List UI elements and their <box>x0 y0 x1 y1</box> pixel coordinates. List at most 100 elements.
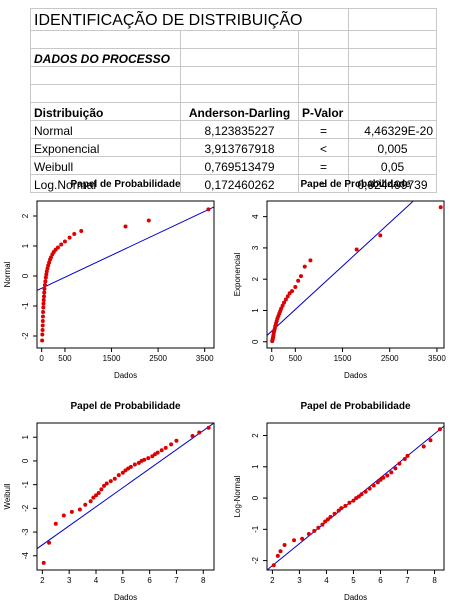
empty-cell[interactable] <box>180 30 299 49</box>
dist-cell[interactable]: Normal <box>30 120 181 139</box>
fit-line <box>267 201 415 336</box>
plot-frame <box>36 200 215 349</box>
empty-cell[interactable] <box>298 30 349 49</box>
data-point <box>142 457 147 462</box>
x-tick-label: 2 <box>270 576 275 585</box>
data-point <box>53 521 58 526</box>
x-tick-label: 1500 <box>334 354 352 363</box>
data-point <box>40 332 45 337</box>
empty-row <box>30 84 437 103</box>
x-tick-label: 6 <box>378 576 383 585</box>
data-point <box>332 511 337 516</box>
p-cell[interactable]: 4,46329E-20 <box>348 120 437 139</box>
fit-line <box>37 206 214 291</box>
data-point <box>402 456 407 461</box>
y-axis-label: Log-Normal <box>233 475 242 517</box>
empty-cell[interactable] <box>348 48 437 67</box>
ad-cell[interactable]: 8,123835227 <box>180 120 299 139</box>
data-point <box>437 427 442 432</box>
y-tick-label: -2 <box>21 504 30 512</box>
data-point <box>320 522 325 527</box>
plot-frame <box>36 422 215 571</box>
plot-title: Papel de Probabilidade <box>300 179 410 190</box>
y-tick-label: 2 <box>251 276 260 281</box>
y-tick-label: 4 <box>251 214 260 219</box>
y-tick-label: -3 <box>21 528 30 536</box>
empty-cell[interactable] <box>298 48 349 67</box>
y-tick-label: 3 <box>251 245 260 250</box>
x-axis-label: Dados <box>114 371 137 380</box>
ad-cell[interactable]: 3,913767918 <box>180 138 299 157</box>
data-point <box>40 323 45 328</box>
data-point <box>375 480 380 485</box>
header-anderson-darling[interactable]: Anderson-Darling <box>180 102 299 121</box>
empty-cell[interactable] <box>348 8 437 31</box>
ad-cell[interactable]: 0,172460262 <box>180 174 299 193</box>
data-point <box>336 508 341 513</box>
header-distribution[interactable]: Distribuição <box>30 102 181 121</box>
empty-cell[interactable] <box>180 84 299 103</box>
data-point <box>47 540 52 545</box>
data-point <box>292 538 297 543</box>
data-point <box>40 314 45 319</box>
header-p-valor[interactable]: P-Valor <box>298 102 349 121</box>
data-point <box>343 503 348 508</box>
x-axis-label: Dados <box>344 593 367 602</box>
data-point <box>99 487 104 492</box>
data-point <box>283 297 288 302</box>
y-axis-label: Exponencial <box>233 252 242 296</box>
data-point <box>41 310 46 314</box>
empty-cell[interactable] <box>348 84 437 103</box>
data-point <box>302 264 307 269</box>
empty-cell[interactable] <box>348 30 437 49</box>
data-point <box>42 290 47 295</box>
sheet-title[interactable]: IDENTIFICAÇÃO DE DISTRIBUIÇÃO <box>30 8 349 31</box>
op-cell[interactable]: < <box>298 138 349 157</box>
y-tick-label: -1 <box>21 302 30 310</box>
fit-line <box>37 423 214 550</box>
data-point <box>300 536 305 541</box>
data-point <box>41 298 46 302</box>
data-point <box>397 461 402 466</box>
empty-cell[interactable] <box>180 66 299 85</box>
empty-cell[interactable] <box>30 84 181 103</box>
probability-plot-2: Papel de Probabilidade 0 500 1500 2500 3500 0 1… <box>233 179 446 380</box>
data-point <box>285 294 290 299</box>
p-cell[interactable]: 0,924499739 <box>348 174 437 193</box>
empty-cell[interactable] <box>298 84 349 103</box>
empty-cell[interactable] <box>298 66 349 85</box>
data-point <box>116 473 121 478</box>
op-cell[interactable]: = <box>298 120 349 139</box>
dist-cell[interactable]: Exponencial <box>30 138 181 157</box>
data-point <box>41 560 46 565</box>
data-point <box>316 525 321 530</box>
data-point <box>163 445 168 450</box>
data-point <box>41 305 46 310</box>
data-point <box>354 247 359 252</box>
data-point <box>169 442 174 447</box>
p-cell[interactable]: 0,005 <box>348 138 437 157</box>
data-point <box>43 279 48 284</box>
empty-cell[interactable] <box>30 30 181 49</box>
empty-row <box>30 66 437 85</box>
empty-cell[interactable] <box>30 66 181 85</box>
sheet-subtitle[interactable]: DADOS DO PROCESSO <box>30 48 181 67</box>
data-point <box>421 444 426 449</box>
empty-cell[interactable] <box>180 48 299 67</box>
plot-title: Papel de Probabilidade <box>300 401 410 412</box>
y-tick-label: 1 <box>21 434 30 439</box>
x-tick-label: 500 <box>58 354 72 363</box>
data-point <box>72 232 77 236</box>
dist-cell[interactable]: Log.Normal <box>30 174 181 193</box>
y-tick-label: -1 <box>251 525 260 533</box>
data-point <box>405 453 410 458</box>
data-point <box>59 242 64 247</box>
y-axis-label: Weibull <box>3 483 12 509</box>
data-point <box>197 430 202 435</box>
x-tick-label: 0 <box>39 354 44 363</box>
x-tick-label: 7 <box>174 576 179 585</box>
empty-cell[interactable] <box>348 102 437 121</box>
data-point <box>41 301 46 306</box>
data-point <box>40 338 45 343</box>
empty-cell[interactable] <box>348 66 437 85</box>
